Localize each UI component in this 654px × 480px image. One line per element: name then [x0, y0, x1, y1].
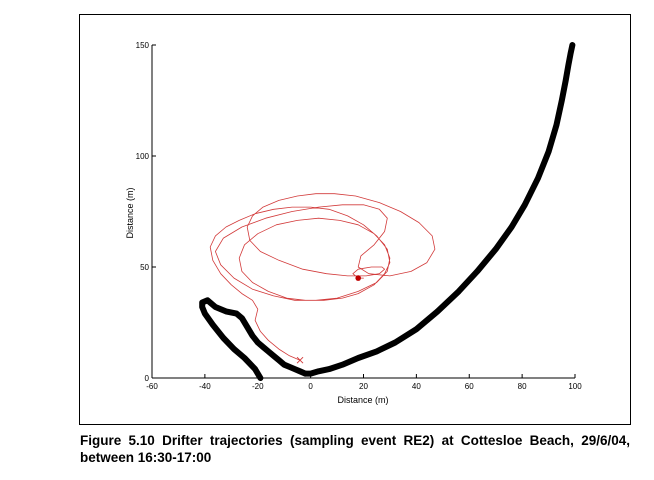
figure-caption: Figure 5.10 Drifter trajectories (sampli… — [80, 432, 630, 466]
x-tick-label: -40 — [199, 382, 211, 391]
x-tick-label: 0 — [308, 382, 313, 391]
marker-layer — [296, 275, 362, 364]
coastline-groyne-line — [199, 297, 309, 381]
caption-text: Drifter trajectories (sampling event RE2… — [80, 433, 630, 465]
x-tick-label: 60 — [465, 382, 474, 391]
x-tick-label: -20 — [252, 382, 264, 391]
y-tick-label: 50 — [140, 263, 149, 272]
caption-label: Figure 5.10 — [80, 433, 155, 448]
y-tick-label: 150 — [136, 41, 150, 50]
y-tick-label: 100 — [136, 152, 150, 161]
x-tick-label: 80 — [518, 382, 527, 391]
drifter-trajectory-line — [209, 193, 436, 361]
x-tick-label: 40 — [412, 382, 421, 391]
start-point-marker — [355, 275, 362, 281]
coastline-beach-line — [302, 42, 576, 377]
series-layer — [199, 42, 576, 381]
y-tick-label: 0 — [145, 374, 150, 383]
axes: -60 -40 -20 0 20 40 60 80 100 0 50 100 150 — [136, 41, 583, 391]
y-axis-label: Distance (m) — [125, 187, 135, 238]
drifter-plot: -60 -40 -20 0 20 40 60 80 100 0 50 100 150 Distance … — [125, 41, 583, 405]
end-point-marker-b — [296, 356, 304, 364]
x-tick-label: -60 — [146, 382, 158, 391]
x-axis-label: Distance (m) — [337, 395, 388, 405]
x-tick-label: 100 — [568, 382, 582, 391]
x-tick-label: 20 — [359, 382, 368, 391]
